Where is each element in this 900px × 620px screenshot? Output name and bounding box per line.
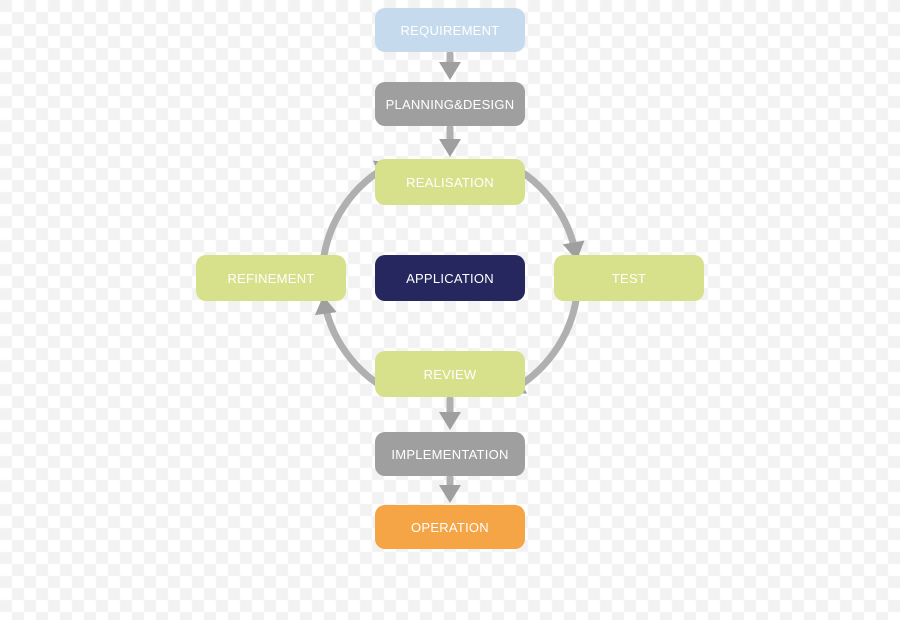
node-label: IMPLEMENTATION (391, 447, 508, 462)
node-label: REFINEMENT (227, 271, 314, 286)
node-planning_design: PLANNING&DESIGN (375, 82, 525, 126)
arrowhead-implementation-to-operation (439, 485, 461, 503)
node-label: APPLICATION (406, 271, 494, 286)
node-label: TEST (612, 271, 646, 286)
node-label: REVIEW (424, 367, 477, 382)
arrowhead-planning_design-to-realisation (439, 139, 461, 157)
node-application: APPLICATION (375, 255, 525, 301)
node-requirement: REQUIREMENT (375, 8, 525, 52)
node-operation: OPERATION (375, 505, 525, 549)
node-implementation: IMPLEMENTATION (375, 432, 525, 476)
arrowhead-requirement-to-planning_design (439, 62, 461, 80)
node-review: REVIEW (375, 351, 525, 397)
node-label: PLANNING&DESIGN (386, 97, 515, 112)
arrowhead-review-to-implementation (439, 412, 461, 430)
node-label: REQUIREMENT (401, 23, 500, 38)
node-refinement: REFINEMENT (196, 255, 346, 301)
node-label: OPERATION (411, 520, 489, 535)
node-label: REALISATION (406, 175, 494, 190)
node-test: TEST (554, 255, 704, 301)
node-realisation: REALISATION (375, 159, 525, 205)
